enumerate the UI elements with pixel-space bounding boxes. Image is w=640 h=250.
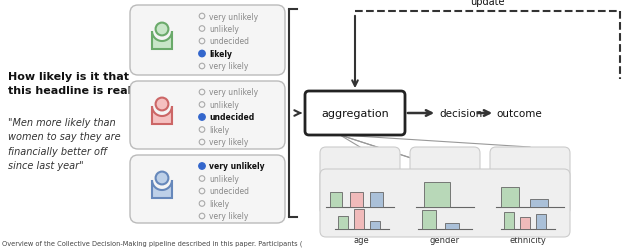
Text: outcome: outcome <box>496 108 542 118</box>
Bar <box>350 192 362 207</box>
Polygon shape <box>152 106 172 124</box>
Bar <box>370 192 383 207</box>
Bar <box>501 187 519 207</box>
FancyBboxPatch shape <box>320 148 400 215</box>
FancyBboxPatch shape <box>305 92 405 136</box>
Bar <box>370 221 380 229</box>
Text: Overview of the Collective Decision-Making pipeline described in this paper. Par: Overview of the Collective Decision-Maki… <box>2 240 302 246</box>
FancyBboxPatch shape <box>130 156 285 223</box>
Text: very unlikely: very unlikely <box>209 88 258 97</box>
Bar <box>424 182 451 207</box>
Text: How likely is it that
this headline is real?: How likely is it that this headline is r… <box>8 72 138 96</box>
Text: unlikely: unlikely <box>209 174 239 183</box>
Text: gender: gender <box>430 235 460 244</box>
Text: very likely: very likely <box>209 212 248 220</box>
Bar <box>530 199 548 207</box>
Polygon shape <box>152 180 172 198</box>
FancyBboxPatch shape <box>320 169 570 237</box>
Bar <box>330 192 342 207</box>
Text: very unlikely: very unlikely <box>209 162 264 171</box>
FancyBboxPatch shape <box>130 6 285 76</box>
Bar <box>536 214 547 229</box>
Text: MetaCMAB: MetaCMAB <box>507 156 553 164</box>
Bar <box>354 209 364 229</box>
Text: aggregation: aggregation <box>321 108 389 118</box>
Circle shape <box>199 51 205 58</box>
Text: decision: decision <box>440 108 483 118</box>
Circle shape <box>156 98 168 111</box>
Text: unlikely: unlikely <box>209 25 239 34</box>
Text: ethnicity: ethnicity <box>510 235 547 244</box>
Text: very likely: very likely <box>209 62 248 71</box>
Text: very unlikely: very unlikely <box>209 12 258 22</box>
Text: very likely: very likely <box>209 138 248 147</box>
Text: undecided: undecided <box>209 113 254 122</box>
Text: likely: likely <box>209 126 229 134</box>
Text: EXP4: EXP4 <box>435 156 456 164</box>
Text: Majority
Vote: Majority Vote <box>343 156 377 176</box>
Text: likely: likely <box>209 50 232 59</box>
Bar <box>504 212 515 229</box>
Text: age: age <box>354 235 369 244</box>
Circle shape <box>199 114 205 121</box>
Bar <box>422 210 436 229</box>
Bar <box>445 224 460 229</box>
FancyBboxPatch shape <box>130 82 285 150</box>
Bar <box>520 218 531 229</box>
Circle shape <box>199 163 205 170</box>
Circle shape <box>156 24 168 36</box>
Text: update: update <box>470 0 505 7</box>
Text: likely: likely <box>209 199 229 208</box>
Text: undecided: undecided <box>209 37 249 46</box>
FancyBboxPatch shape <box>410 148 480 215</box>
Bar <box>337 216 348 229</box>
Polygon shape <box>152 32 172 50</box>
Text: unlikely: unlikely <box>209 100 239 110</box>
Text: "Men more likely than
women to say they are
financially better off
since last ye: "Men more likely than women to say they … <box>8 118 120 171</box>
FancyBboxPatch shape <box>490 148 570 215</box>
Text: undecided: undecided <box>209 187 249 196</box>
Text: ExpertiseTree: ExpertiseTree <box>414 175 476 184</box>
Circle shape <box>156 172 168 185</box>
